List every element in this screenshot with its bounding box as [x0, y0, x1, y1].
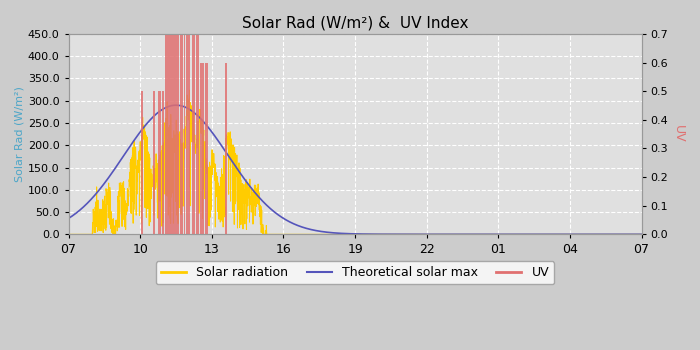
Legend: Solar radiation, Theoretical solar max, UV: Solar radiation, Theoretical solar max, … [156, 261, 554, 284]
Y-axis label: Solar Rad (W/m²): Solar Rad (W/m²) [15, 86, 25, 182]
Y-axis label: UV: UV [672, 125, 685, 143]
Title: Solar Rad (W/m²) &  UV Index: Solar Rad (W/m²) & UV Index [241, 15, 468, 30]
